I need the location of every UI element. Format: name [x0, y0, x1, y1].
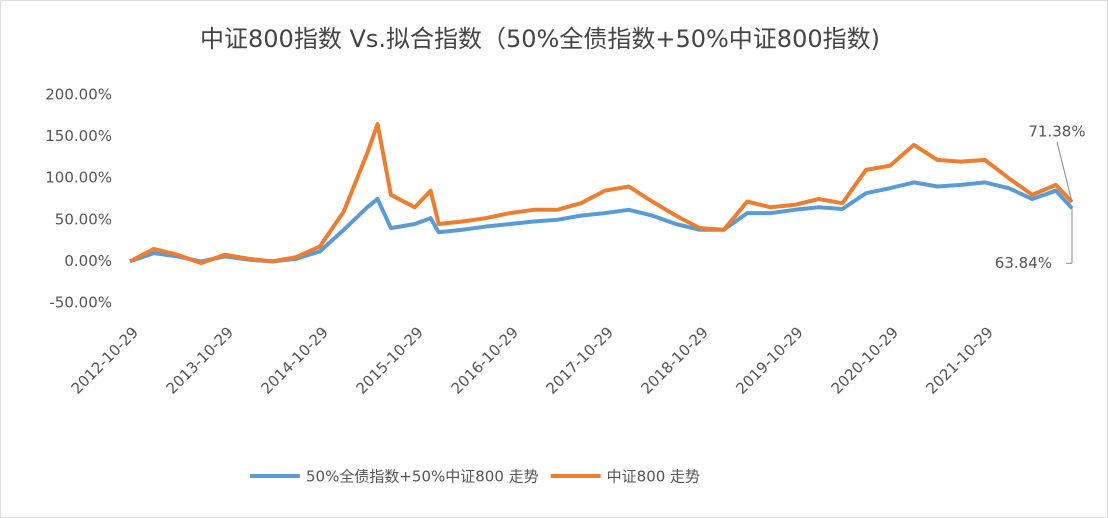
y-tick-label: 150.00%	[45, 127, 112, 145]
legend-label: 中证800 走势	[607, 468, 700, 486]
value-label: 71.38%	[1028, 123, 1085, 141]
chart-title: 中证800指数 Vs.拟合指数（50%全债指数+50%中证800指数)	[200, 25, 880, 53]
y-tick-label: 200.00%	[45, 86, 112, 104]
value-label: 63.84%	[995, 254, 1052, 272]
y-tick-label: 100.00%	[45, 169, 112, 187]
y-tick-label: 50.00%	[55, 210, 112, 228]
series-line	[129, 122, 1074, 266]
y-tick-label: -50.00%	[49, 294, 112, 312]
y-tick-label: 0.00%	[64, 252, 112, 270]
legend-label: 50%全债指数+50%中证800 走势	[306, 468, 539, 486]
leader-line	[1056, 141, 1073, 203]
